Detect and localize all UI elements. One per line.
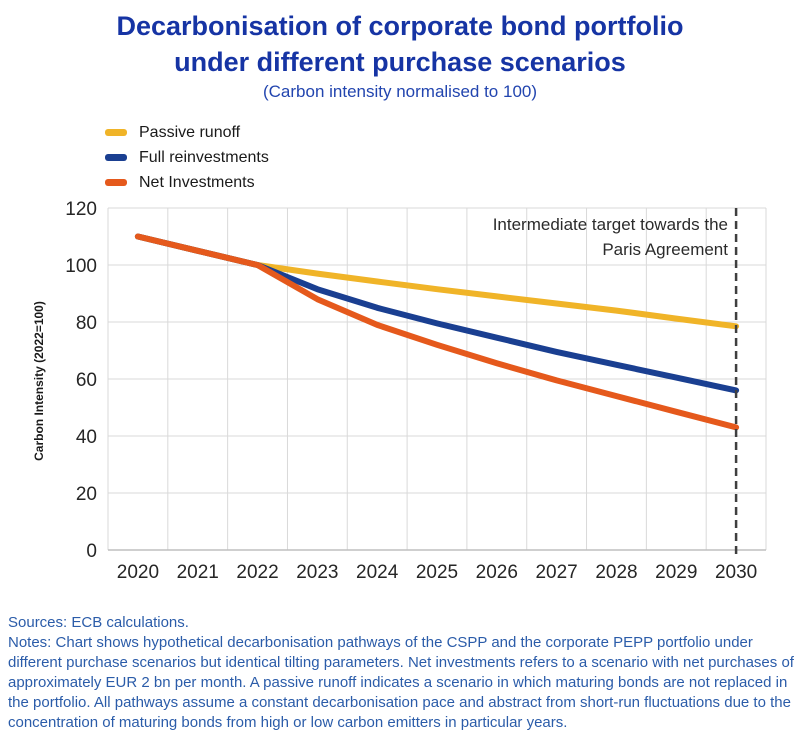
y-tick-label: 120 [65,199,97,220]
y-tick-label: 0 [86,541,97,562]
sources-text: Sources: ECB calculations. [8,614,189,631]
legend-swatch-icon [105,154,127,161]
x-tick-label: 2022 [236,562,278,583]
legend-item-full-reinvestments: Full reinvestments [105,145,269,170]
y-tick-label: 60 [76,370,97,391]
x-tick-label: 2024 [356,562,399,583]
series-line-net-investments [134,233,740,431]
x-tick-label: 2029 [655,562,697,583]
target-annotation-line1: Intermediate target towards the [492,215,728,234]
chart-title-line1: Decarbonisation of corporate bond portfo… [116,11,684,41]
chart-subtitle: (Carbon intensity normalised to 100) [262,82,538,101]
x-tick-label: 2025 [416,562,458,583]
x-tick-label: 2028 [595,562,637,583]
x-tick-label: 2021 [177,562,219,583]
legend-label: Passive runoff [139,123,241,141]
x-tick-label: 2020 [117,562,159,583]
x-tick-label: 2027 [535,562,577,583]
notes-text: Notes: Chart shows hypothetical decarbon… [8,634,794,731]
legend-swatch-icon [105,129,127,136]
x-tick-label: 2030 [715,562,757,583]
legend-label: Full reinvestments [139,148,269,166]
legend-item-passive-runoff: Passive runoff [105,120,269,145]
chart-title-line2: under different purchase scenarios [174,47,626,77]
y-tick-label: 80 [76,313,97,334]
legend-label: Net Investments [139,173,255,191]
target-annotation: Intermediate target towards the Paris Ag… [493,212,728,262]
legend-swatch-icon [105,179,127,186]
footnotes: Sources: ECB calculations. Notes: Chart … [8,613,794,733]
x-tick-label: 2023 [296,562,338,583]
y-tick-label: 100 [65,256,97,277]
target-annotation-line2: Paris Agreement [602,240,728,259]
y-tick-label: 20 [76,484,97,505]
x-tick-label: 2026 [476,562,518,583]
legend-item-net-investments: Net Investments [105,170,269,195]
legend: Passive runoff Full reinvestments Net Inve… [105,120,269,195]
chart-title: Decarbonisation of corporate bond portfo… [0,8,800,80]
y-tick-label: 40 [76,427,97,448]
line-chart-canvas: 0 20 40 60 80 100 120 2020 2021 2022 2023 2024 2025 2… [65,199,767,583]
